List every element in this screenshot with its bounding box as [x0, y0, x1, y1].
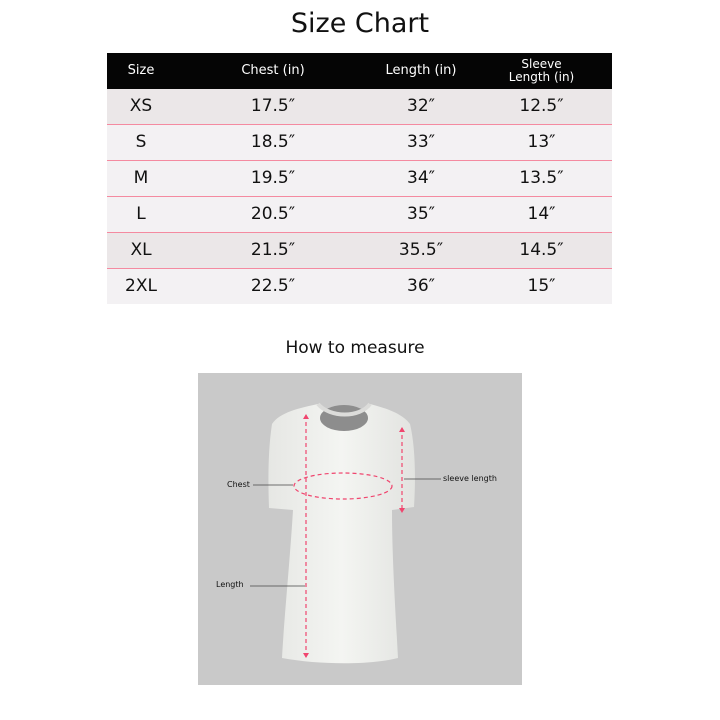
cell-length: 32″ — [407, 95, 435, 116]
cell-length: 35.5″ — [398, 239, 444, 260]
header-sleeve: Sleeve Length (in) — [471, 58, 612, 83]
table-header: Size Chest (in) Length (in) Sleeve Lengt… — [107, 53, 612, 89]
cell-chest: 21.5″ — [250, 239, 296, 260]
table-row: S 18.5″ 33″ 13″ — [107, 125, 612, 161]
cell-size: M — [133, 167, 149, 188]
header-sleeve-line2: Length (in) — [508, 70, 575, 84]
cell-length: 35″ — [407, 203, 435, 224]
cell-size: XS — [129, 95, 153, 116]
cell-length: 33″ — [407, 131, 435, 152]
cell-length: 34″ — [407, 167, 435, 188]
tshirt-body — [268, 404, 415, 664]
header-size: Size — [127, 63, 155, 79]
table-row: 2XL 22.5″ 36″ 15″ — [107, 269, 612, 304]
cell-size: XL — [130, 239, 152, 260]
header-length: Length (in) — [385, 63, 457, 79]
cell-sleeve: 15″ — [527, 275, 556, 296]
cell-sleeve: 12.5″ — [519, 95, 564, 116]
cell-chest: 17.5″ — [250, 95, 296, 116]
length-label: Length — [216, 580, 244, 589]
cell-chest: 18.5″ — [250, 131, 296, 152]
cell-chest: 22.5″ — [250, 275, 296, 296]
table-row: L 20.5″ 35″ 14″ — [107, 197, 612, 233]
chest-guide — [293, 472, 393, 500]
sleeve-length-label: sleeve length — [443, 474, 497, 483]
cell-sleeve: 13.5″ — [519, 167, 564, 188]
table-row: XS 17.5″ 32″ 12.5″ — [107, 89, 612, 125]
cell-length: 36″ — [407, 275, 435, 296]
cell-size: 2XL — [125, 275, 157, 296]
how-to-measure-heading: How to measure — [285, 338, 425, 358]
table-row: XL 21.5″ 35.5″ 14.5″ — [107, 233, 612, 269]
measure-image: Chest sleeve length Length — [198, 373, 522, 685]
header-sleeve-line1: Sleeve — [521, 57, 562, 72]
header-chest: Chest (in) — [241, 63, 305, 79]
cell-chest: 20.5″ — [250, 203, 296, 224]
cell-sleeve: 14″ — [527, 203, 556, 224]
cell-sleeve: 13″ — [527, 131, 556, 152]
cell-chest: 19.5″ — [250, 167, 296, 188]
cell-size: S — [135, 131, 147, 152]
page-title: Size Chart — [290, 8, 430, 39]
cell-size: L — [136, 203, 146, 224]
size-table: Size Chest (in) Length (in) Sleeve Lengt… — [107, 53, 612, 304]
cell-sleeve: 14.5″ — [519, 239, 564, 260]
tshirt-illustration — [250, 402, 441, 664]
chest-label: Chest — [227, 480, 250, 489]
table-row: M 19.5″ 34″ 13.5″ — [107, 161, 612, 197]
